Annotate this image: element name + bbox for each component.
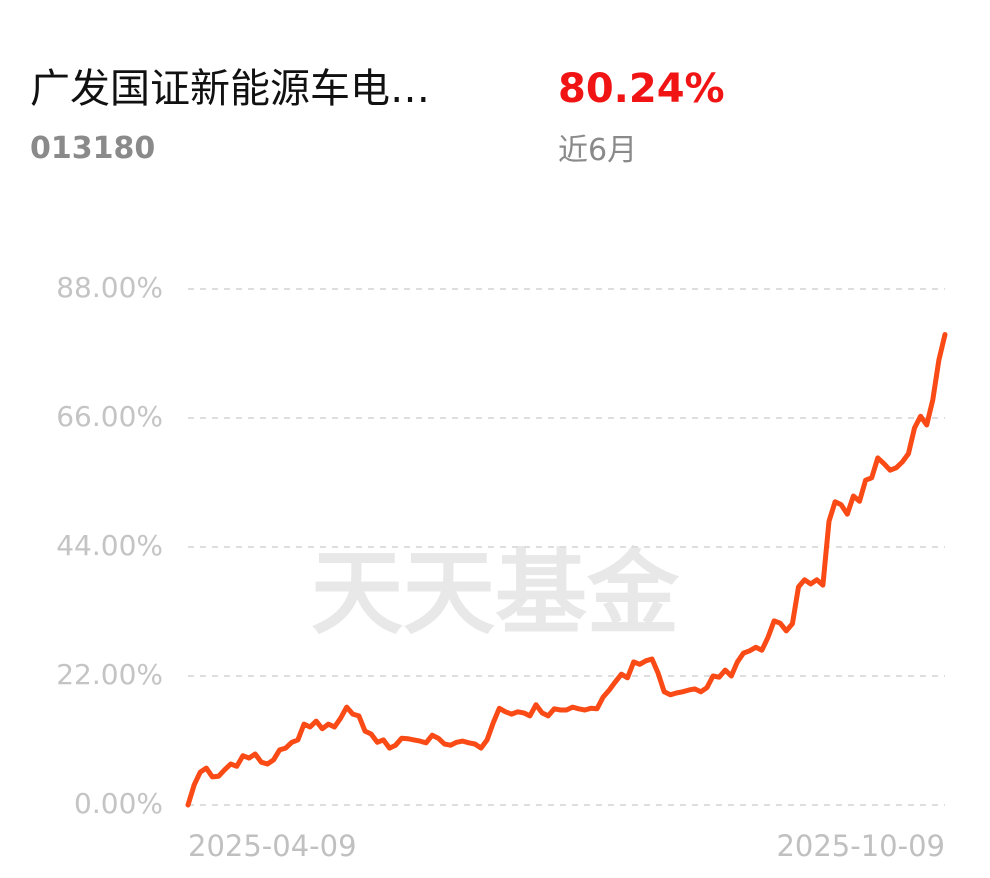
y-tick-label: 0.00%	[74, 787, 163, 820]
watermark: 天天基金	[311, 540, 680, 647]
y-tick-label: 66.00%	[56, 400, 163, 433]
x-tick-label: 2025-04-09	[188, 829, 357, 863]
fund-title: 广发国证新能源车电…	[30, 66, 430, 112]
period-label: 近6月	[558, 133, 637, 168]
return-value: 80.24%	[558, 66, 725, 112]
y-tick-label: 88.00%	[56, 271, 163, 304]
y-tick-label: 44.00%	[56, 529, 163, 562]
fund-code: 013180	[30, 131, 155, 166]
y-tick-label: 22.00%	[56, 658, 163, 691]
x-tick-label: 2025-10-09	[776, 829, 945, 863]
line	[185, 332, 948, 808]
